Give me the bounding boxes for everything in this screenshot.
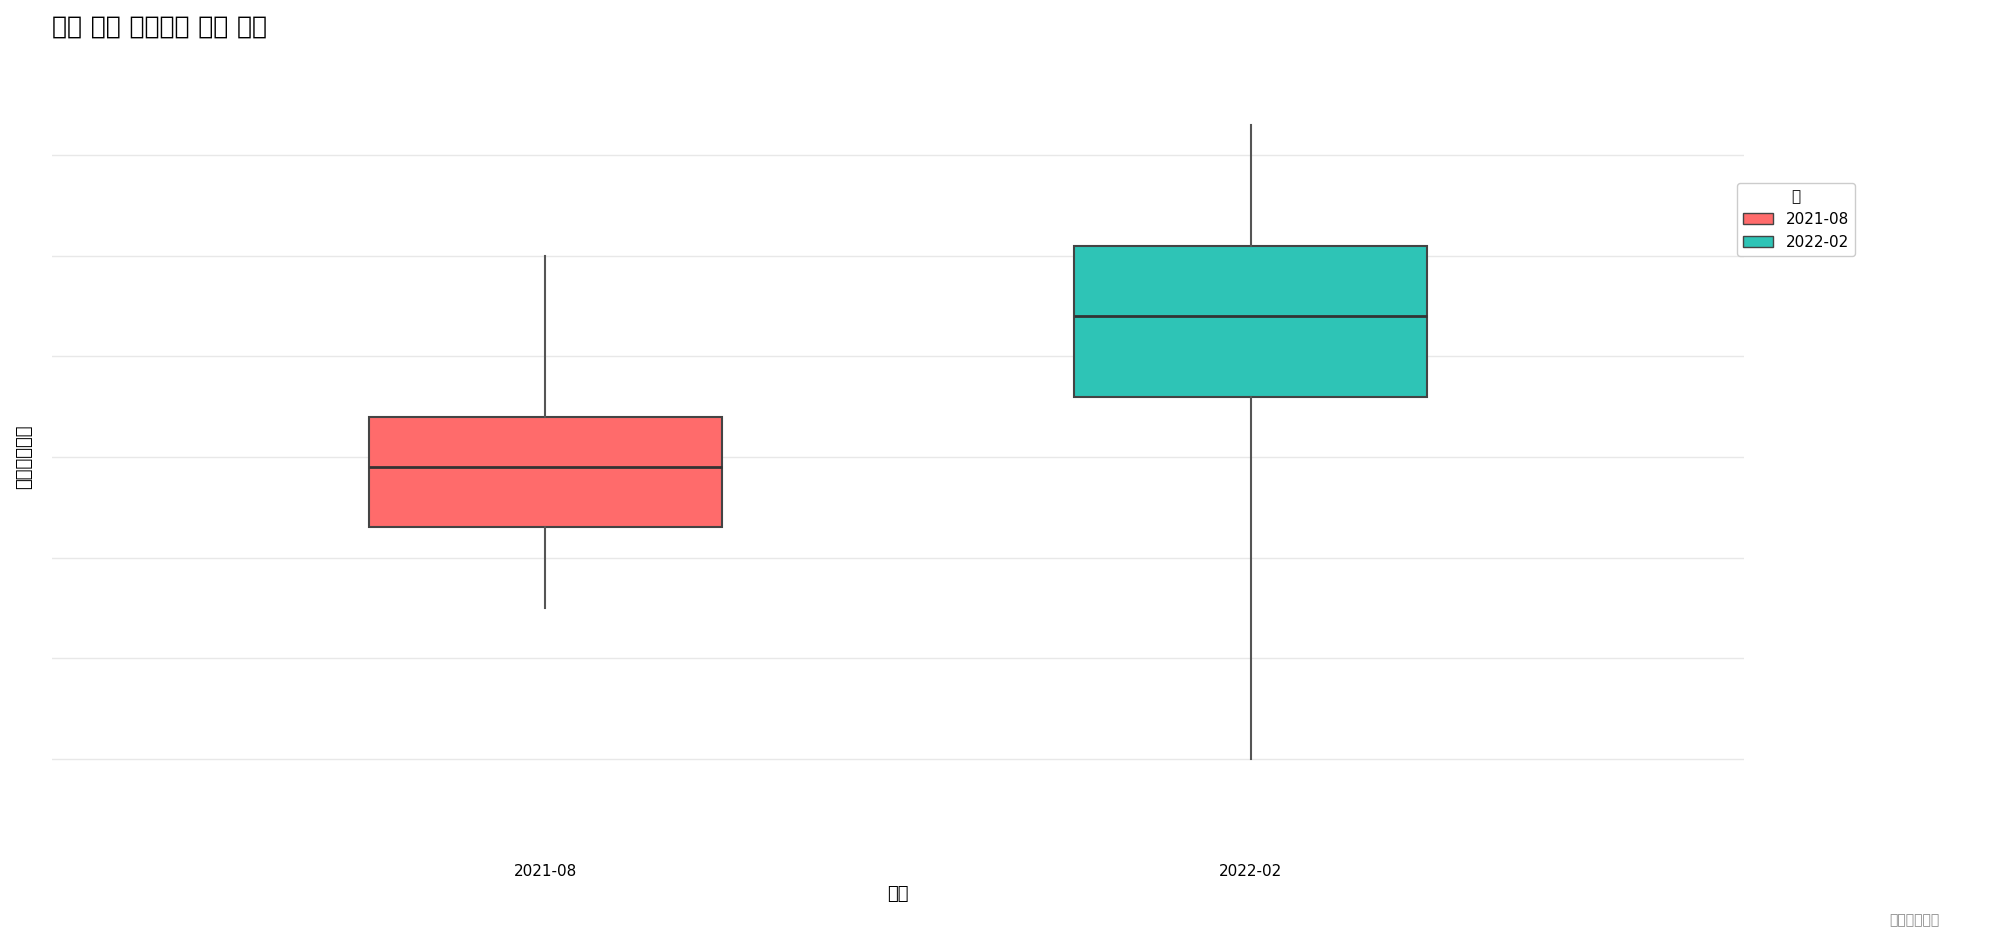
X-axis label: 날짜: 날짜 xyxy=(888,885,908,902)
PathPatch shape xyxy=(1074,246,1426,396)
Legend: 2021-08, 2022-02: 2021-08, 2022-02 xyxy=(1736,184,1854,255)
Y-axis label: 평균구매금액: 평균구매금액 xyxy=(14,425,32,489)
Text: 일별 평균 구매금액 분포 비교: 일별 평균 구매금액 분포 비교 xyxy=(52,15,266,39)
Text: 데이터라이즈: 데이터라이즈 xyxy=(1890,913,1940,927)
PathPatch shape xyxy=(370,417,722,528)
